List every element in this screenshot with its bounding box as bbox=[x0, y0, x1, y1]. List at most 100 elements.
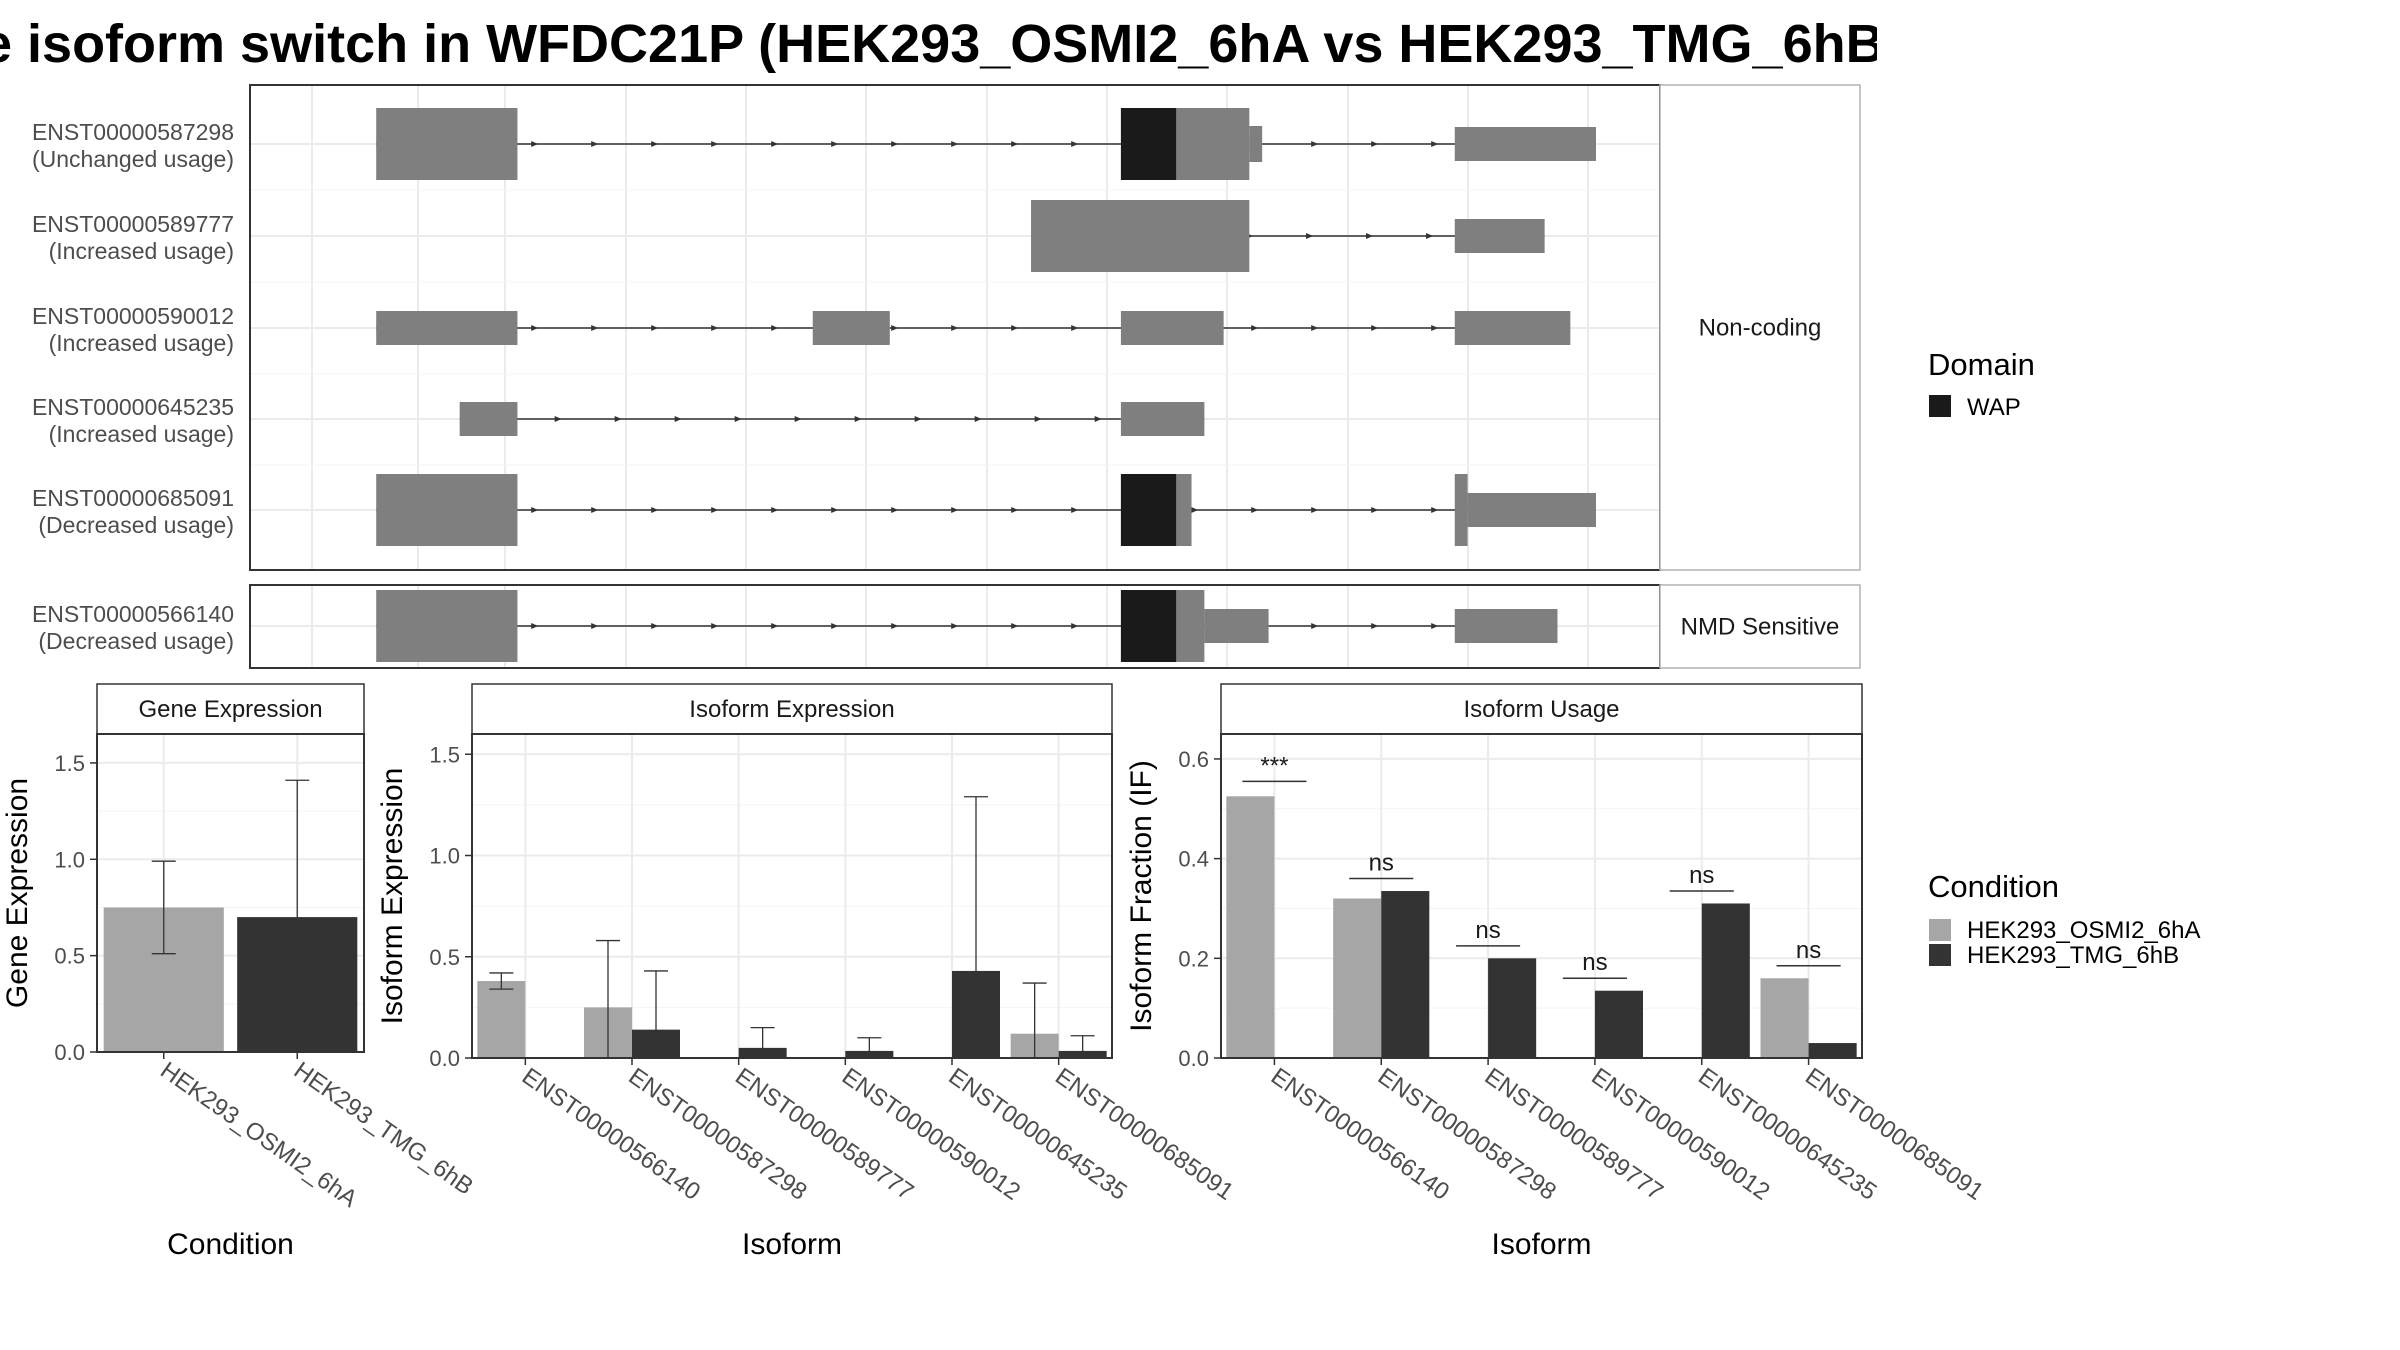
intron-arrow bbox=[1426, 233, 1434, 239]
facet-strip-label: NMD Sensitive bbox=[1681, 614, 1840, 641]
intron-arrow bbox=[1191, 507, 1199, 513]
x-tick-label: ENST00000589777 bbox=[730, 1063, 918, 1206]
intron-arrow bbox=[1011, 507, 1019, 513]
intron-arrow bbox=[1011, 141, 1019, 147]
panel-strip bbox=[96, 683, 365, 735]
intron-arrow bbox=[1371, 325, 1379, 331]
intron-arrow bbox=[1371, 141, 1379, 147]
x-tick-label: ENST00000589777 bbox=[1480, 1063, 1668, 1206]
transcript-id-label: ENST00000589777 bbox=[32, 211, 234, 237]
x-axis-title: Condition bbox=[167, 1228, 294, 1261]
exon bbox=[1454, 311, 1571, 345]
transcript-ENST00000685091 bbox=[376, 474, 1596, 546]
panel-bg bbox=[472, 734, 1112, 1058]
facet-strip-label: Non-coding bbox=[1699, 315, 1822, 342]
transcript-id-label: ENST00000645235 bbox=[32, 394, 234, 420]
intron-arrow bbox=[1431, 141, 1439, 147]
intron-arrow bbox=[891, 325, 899, 331]
bar bbox=[1760, 978, 1809, 1058]
transcript-usage-label: (Increased usage) bbox=[49, 238, 234, 264]
x-axis-title: Isoform bbox=[1491, 1228, 1591, 1261]
intron-arrow bbox=[1094, 416, 1102, 422]
intron-arrow bbox=[891, 141, 899, 147]
transcript-usage-label: (Decreased usage) bbox=[38, 628, 234, 654]
panel-title: Isoform Usage bbox=[1463, 696, 1619, 723]
intron-arrow bbox=[531, 507, 539, 513]
transcript-ENST00000589777 bbox=[1031, 200, 1545, 272]
bar bbox=[1226, 796, 1275, 1058]
intron-arrow bbox=[1311, 507, 1319, 513]
transcript-usage-label: (Unchanged usage) bbox=[32, 146, 234, 172]
panel-border bbox=[96, 733, 365, 1053]
exon bbox=[1467, 493, 1596, 527]
intron-arrow bbox=[614, 416, 622, 422]
exon bbox=[1204, 609, 1269, 643]
transcript-id-label: ENST00000590012 bbox=[32, 303, 234, 329]
bar bbox=[1381, 891, 1430, 1058]
x-tick-label: ENST00000587298 bbox=[624, 1063, 812, 1206]
intron-arrow bbox=[1306, 233, 1314, 239]
panel-border bbox=[471, 733, 1113, 1059]
exon bbox=[376, 474, 518, 546]
intron-arrow bbox=[951, 141, 959, 147]
intron-arrow bbox=[531, 141, 539, 147]
bar bbox=[1808, 1043, 1857, 1058]
panel-bg bbox=[1221, 734, 1862, 1058]
intron-arrow bbox=[1431, 623, 1439, 629]
legend-title-condition: Condition bbox=[1928, 869, 2059, 904]
exon bbox=[1120, 402, 1205, 436]
intron-arrow bbox=[591, 325, 599, 331]
y-tick-label: 0.0 bbox=[54, 1040, 85, 1065]
transcript-usage-label: (Decreased usage) bbox=[38, 512, 234, 538]
intron-arrow bbox=[711, 325, 719, 331]
isoform-expression-plot: Isoform Expression 0.0 0.5 1.0 1.5 ENST000005… bbox=[376, 683, 1238, 1261]
transcript-id-label: ENST00000685091 bbox=[32, 485, 234, 511]
intron-arrow bbox=[951, 623, 959, 629]
transcript-ENST00000566140 bbox=[376, 590, 1558, 662]
intron-arrow bbox=[1371, 507, 1379, 513]
x-tick-label: ENST00000587298 bbox=[1373, 1063, 1561, 1206]
exon bbox=[1120, 311, 1224, 345]
x-tick-label: ENST00000566140 bbox=[1266, 1063, 1454, 1206]
transcript-usage-label: (Increased usage) bbox=[49, 421, 234, 447]
domain-wap bbox=[1120, 474, 1177, 546]
intron-arrow bbox=[771, 623, 779, 629]
intron-arrow bbox=[1311, 141, 1319, 147]
bar bbox=[1594, 990, 1643, 1058]
legend-title-domain: Domain bbox=[1928, 347, 2035, 382]
intron-arrow bbox=[1366, 233, 1374, 239]
panel-border bbox=[1220, 733, 1863, 1059]
y-tick-label: 0.4 bbox=[1178, 847, 1209, 872]
y-tick-label: 1.0 bbox=[54, 847, 85, 872]
legend-swatch bbox=[1929, 944, 1951, 966]
intron-arrow bbox=[651, 507, 659, 513]
intron-arrow bbox=[914, 416, 922, 422]
y-axis-title: Gene Expression bbox=[1, 778, 34, 1008]
legend-label: HEK293_TMG_6hB bbox=[1967, 942, 2179, 969]
significance-label: ns bbox=[1796, 937, 1821, 964]
x-tick-label: ENST00000645235 bbox=[944, 1063, 1132, 1206]
facet-strip bbox=[1659, 584, 1861, 669]
intron-arrow bbox=[734, 416, 742, 422]
intron-arrow bbox=[554, 416, 562, 422]
intron-arrow bbox=[1071, 141, 1079, 147]
intron-arrow bbox=[1071, 623, 1079, 629]
intron-arrow bbox=[1251, 325, 1259, 331]
intron-arrow bbox=[854, 416, 862, 422]
panel-title: Gene Expression bbox=[138, 696, 322, 723]
transcript-ENST00000590012 bbox=[376, 311, 1571, 345]
significance-label: ns bbox=[1475, 917, 1500, 944]
x-tick-label: ENST00000685091 bbox=[1800, 1063, 1988, 1206]
exon bbox=[459, 402, 518, 436]
x-tick-label: ENST00000566140 bbox=[517, 1063, 705, 1206]
intron-arrow bbox=[891, 623, 899, 629]
x-tick-label: ENST00000590012 bbox=[1586, 1063, 1774, 1206]
intron-arrow bbox=[794, 416, 802, 422]
y-tick-label: 0.5 bbox=[429, 945, 460, 970]
y-tick-label: 1.5 bbox=[429, 742, 460, 767]
intron-arrow bbox=[1011, 623, 1019, 629]
legend-swatch bbox=[1929, 395, 1951, 417]
transcript-ENST00000645235 bbox=[459, 402, 1205, 436]
intron-arrow bbox=[531, 325, 539, 331]
